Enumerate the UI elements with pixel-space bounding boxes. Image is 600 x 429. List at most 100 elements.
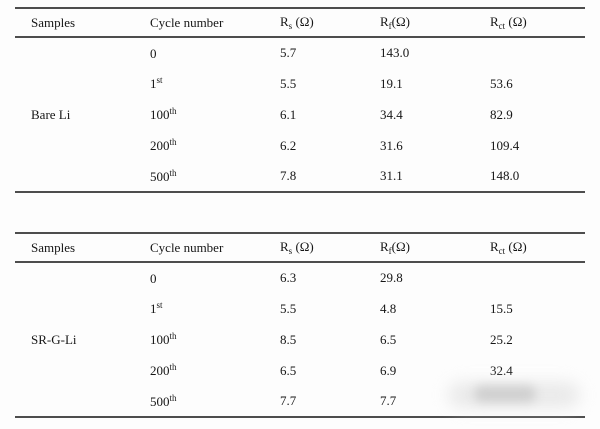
rf-subscript: f: [388, 21, 392, 31]
header-row: Samples Cycle number Rs (Ω) Rf(Ω) Rct (Ω…: [15, 233, 585, 263]
table-row: SR-G-Li 0 6.3 29.8: [15, 262, 585, 347]
cycle-cell: 1st: [150, 293, 280, 324]
cycle-cell: 500th: [150, 161, 280, 192]
rct-value-cell: [490, 262, 585, 293]
cycle-value: 100: [150, 107, 170, 122]
cycle-value: 500: [150, 393, 170, 409]
rf-value-cell: 6.9: [380, 362, 397, 378]
cycle-cell: 100th: [150, 99, 280, 130]
cycle-ordinal-suffix: th: [169, 331, 177, 341]
rf-value-cell: 6.5: [380, 331, 397, 347]
rf-value-cell: 31.1: [380, 168, 403, 183]
cycle-value: 500: [150, 168, 170, 184]
impedance-table-sr-g-li: Samples Cycle number Rs (Ω) Rf(Ω) Rct (Ω…: [15, 232, 585, 418]
col-header-rct: Rct (Ω): [490, 8, 585, 38]
table-row: 100th 6.1 34.4 82.9: [15, 99, 585, 130]
col-header-cycle-number: Cycle number: [150, 8, 280, 38]
rct-subscript: ct: [498, 21, 506, 31]
col-header-cycle-number: Cycle number: [150, 233, 280, 263]
rs-value-cell: 6.5: [280, 362, 297, 378]
cycle-cell: 1st: [150, 68, 280, 99]
rs-symbol: R: [280, 14, 289, 29]
cycle-cell: 0: [150, 262, 280, 293]
table-row: 1st 5.5 19.1 53.6: [15, 68, 585, 99]
sample-name-cell: SR-G-Li: [31, 331, 77, 347]
rf-unit: (Ω): [391, 239, 410, 254]
rs-value-cell: 6.1: [280, 106, 297, 122]
table-row: 200th 6.2 31.6 109.4: [15, 130, 585, 161]
rct-value-cell: [490, 37, 585, 68]
rf-value-cell: 29.8: [380, 270, 403, 285]
col-header-rct: Rct (Ω): [490, 233, 585, 263]
rs-subscript: s: [288, 246, 293, 256]
rct-value-cell: 109.4: [490, 137, 520, 153]
cycle-cell: 200th: [150, 130, 280, 161]
rf-value-cell: 4.8: [380, 300, 397, 316]
table-row: 1st 5.5 4.8 15.5: [15, 293, 585, 324]
table-row: 500th 7.7 7.7: [15, 386, 585, 417]
cycle-value: 1: [150, 301, 157, 316]
rs-symbol: R: [280, 239, 289, 254]
cycle-cell: 200th: [150, 355, 280, 386]
col-header-rs: Rs (Ω): [280, 8, 380, 38]
cycle-ordinal-suffix: st: [156, 75, 163, 85]
table-row: 500th 7.8 31.1 148.0: [15, 161, 585, 192]
cycle-ordinal-suffix: st: [156, 300, 163, 310]
cycle-ordinal-suffix: th: [169, 106, 177, 116]
rf-value-cell: 34.4: [380, 106, 403, 122]
rf-symbol: R: [380, 239, 389, 254]
table-row: 100th 8.5 6.5 25.2: [15, 324, 585, 355]
rf-subscript: f: [388, 246, 392, 256]
rf-value-cell: 7.7: [380, 393, 397, 408]
rs-value-cell: 5.5: [280, 75, 297, 91]
rct-value-cell: [490, 386, 585, 417]
rs-unit: (Ω): [292, 239, 314, 254]
rs-value-cell: 7.7: [280, 393, 297, 408]
cycle-ordinal-suffix: th: [169, 362, 177, 372]
cycle-value: 200: [150, 363, 170, 378]
cycle-cell: 100th: [150, 324, 280, 355]
rs-value-cell: 5.7: [280, 45, 297, 60]
rs-value-cell: 6.2: [280, 137, 297, 153]
rct-value-cell: 15.5: [490, 300, 513, 316]
rct-subscript: ct: [498, 246, 506, 256]
rf-value-cell: 143.0: [380, 45, 410, 60]
rct-unit: (Ω): [505, 239, 527, 254]
cycle-value: 1: [150, 76, 157, 91]
rct-symbol: R: [490, 239, 499, 254]
rct-value-cell: 25.2: [490, 331, 513, 347]
cycle-value: 0: [150, 45, 157, 61]
impedance-table-bare-li: Samples Cycle number Rs (Ω) Rf(Ω) Rct (Ω…: [15, 7, 585, 193]
rct-value-cell: 148.0: [490, 168, 520, 183]
col-header-samples: Samples: [15, 233, 150, 263]
rs-value-cell: 7.8: [280, 168, 297, 183]
rct-value-cell: 32.4: [490, 362, 513, 378]
col-header-rs: Rs (Ω): [280, 233, 380, 263]
cycle-value: 0: [150, 270, 157, 286]
rct-unit: (Ω): [505, 14, 527, 29]
table-row: Bare Li 0 5.7 143.0: [15, 37, 585, 122]
cycle-value: 200: [150, 138, 170, 153]
rs-subscript: s: [288, 21, 293, 31]
table-row: 200th 6.5 6.9 32.4: [15, 355, 585, 386]
rf-value-cell: 31.6: [380, 137, 403, 153]
col-header-rf: Rf(Ω): [380, 8, 490, 38]
rf-unit: (Ω): [391, 14, 410, 29]
cycle-ordinal-suffix: th: [169, 137, 177, 147]
rs-value-cell: 6.3: [280, 270, 297, 285]
sample-name-cell: Bare Li: [31, 106, 71, 122]
col-header-rf: Rf(Ω): [380, 233, 490, 263]
rf-value-cell: 19.1: [380, 75, 403, 91]
rct-value-cell: 82.9: [490, 106, 513, 122]
cycle-cell: 500th: [150, 386, 280, 417]
cycle-value: 100: [150, 332, 170, 347]
rs-unit: (Ω): [292, 14, 314, 29]
rs-value-cell: 5.5: [280, 300, 297, 316]
header-row: Samples Cycle number Rs (Ω) Rf(Ω) Rct (Ω…: [15, 8, 585, 38]
cycle-ordinal-suffix: th: [169, 392, 177, 403]
rs-value-cell: 8.5: [280, 331, 297, 347]
rct-symbol: R: [490, 14, 499, 29]
rct-value-cell: 53.6: [490, 75, 513, 91]
rf-symbol: R: [380, 14, 389, 29]
